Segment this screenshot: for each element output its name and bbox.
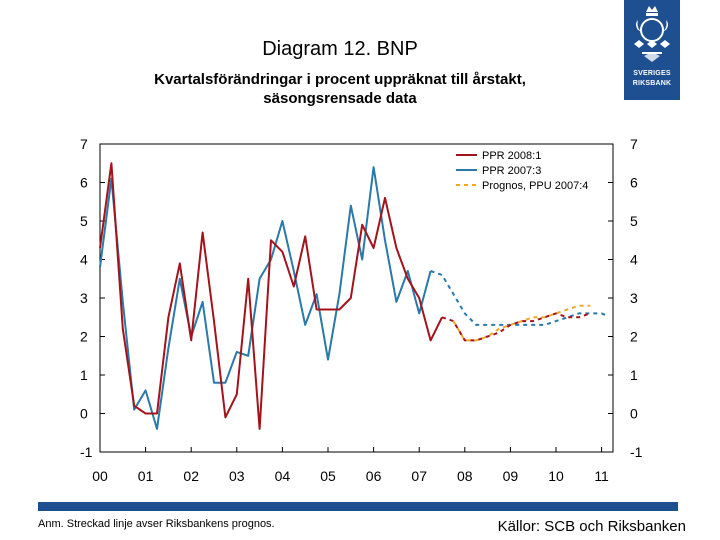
y-tick-label-left: 6: [80, 175, 88, 191]
legend-label: PPR 2007:3: [482, 165, 541, 177]
y-tick-label-left: 7: [80, 136, 88, 152]
logo-text-riksbank: RIKSBANK: [632, 80, 672, 87]
x-tick-label: 10: [548, 468, 564, 484]
x-tick-label: 09: [503, 468, 519, 484]
y-tick-label-right: 0: [630, 406, 638, 422]
y-tick-label-right: 3: [630, 290, 638, 306]
chart-title: Diagram 12. BNP: [262, 38, 418, 60]
x-tick-label: 11: [594, 468, 609, 484]
chart-series: [99, 162, 607, 430]
chart-legend: PPR 2008:1 PPR 2007:3 Prognos, PPU 2007:4: [456, 150, 588, 192]
y-tick-label-left: 0: [80, 406, 88, 422]
x-tick-label: 03: [229, 468, 245, 484]
series-line-3: [430, 270, 607, 326]
x-tick-label: 02: [183, 468, 199, 484]
x-tick-label: 00: [92, 468, 108, 484]
crown-emblem-icon: [634, 6, 670, 62]
y-tick-label-right: 2: [630, 329, 638, 345]
y-tick-label-right: 7: [630, 136, 638, 152]
series-line-1: [441, 312, 591, 342]
y-tick-label-left: 1: [80, 367, 88, 383]
series-line-4: [452, 304, 591, 342]
series-line-0: [99, 162, 443, 430]
x-tick-label: 06: [366, 468, 382, 484]
x-tick-label: 05: [320, 468, 336, 484]
y-tick-label-right: -1: [630, 444, 643, 460]
y-tick-label-right: 5: [630, 213, 638, 229]
footnote: Anm. Streckad linje avser Riksbankens pr…: [38, 518, 275, 530]
y-tick-label-left: -1: [80, 444, 93, 460]
x-tick-label: 01: [138, 468, 154, 484]
logo-text-sveriges: SVERIGES: [633, 70, 671, 77]
y-tick-label-left: 3: [80, 290, 88, 306]
footer-bar: [38, 502, 678, 511]
legend-label: PPR 2008:1: [482, 150, 541, 162]
y-tick-label-left: 2: [80, 329, 88, 345]
riksbank-logo: SVERIGES RIKSBANK: [624, 0, 680, 100]
legend-label: Prognos, PPU 2007:4: [482, 180, 588, 192]
x-tick-label: 04: [275, 468, 291, 484]
y-tick-label-right: 1: [630, 367, 638, 383]
y-tick-label-right: 4: [630, 252, 638, 268]
y-tick-label-left: 4: [80, 252, 88, 268]
subtitle-line-2: säsongsrensade data: [263, 90, 417, 107]
y-tick-label-left: 5: [80, 213, 88, 229]
subtitle-line-1: Kvartalsförändringar i procent uppräknat…: [154, 71, 526, 88]
source-note: Källor: SCB och Riksbanken: [497, 518, 686, 535]
chart-subtitle: Kvartalsförändringar i procent uppräknat…: [0, 70, 680, 108]
x-tick-label: 08: [457, 468, 473, 484]
y-tick-label-right: 6: [630, 175, 638, 191]
x-tick-label: 07: [411, 468, 427, 484]
chart-axes: -1 -10 01 12 23 34 45 56 67 700 01 02 03 04 05 06 07 08 09…: [80, 136, 643, 484]
series-line-2: [99, 166, 432, 430]
